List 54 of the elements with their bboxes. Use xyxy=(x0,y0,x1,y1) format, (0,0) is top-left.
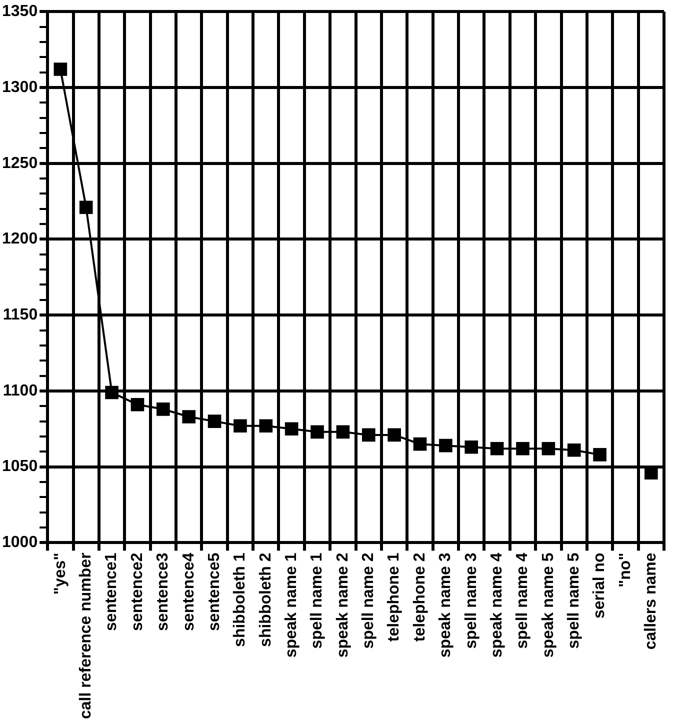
point xyxy=(259,419,273,433)
x-tick-label: sentence4 xyxy=(180,552,198,631)
point xyxy=(516,442,530,456)
x-tick-label: speak name 4 xyxy=(488,552,506,658)
y-tick-label: 1100 xyxy=(2,382,38,400)
y-tick-label: 1300 xyxy=(2,78,38,96)
point xyxy=(284,422,298,436)
point xyxy=(464,440,478,454)
point xyxy=(182,410,196,424)
point xyxy=(310,425,324,439)
x-tick-label: spell name 2 xyxy=(360,552,378,649)
x-tick-label: speak name 2 xyxy=(334,552,352,658)
x-tick-label: spell name 3 xyxy=(462,552,480,649)
x-tick-label: spell name 5 xyxy=(566,552,583,649)
x-tick-label: "yes" xyxy=(52,552,69,595)
y-tick-label: 1150 xyxy=(2,306,38,324)
x-tick-label: sentence1 xyxy=(103,552,120,631)
x-tick-label: serial no xyxy=(591,552,608,619)
y-tick-label: 1000 xyxy=(2,534,38,552)
x-tick-label: spell name 1 xyxy=(308,552,326,649)
x-tick-label: spell name 4 xyxy=(514,552,532,649)
point xyxy=(130,398,144,412)
x-tick-label: telephone 2 xyxy=(411,552,428,642)
y-tick-label: 1250 xyxy=(2,154,38,172)
x-tick-label: speak name 1 xyxy=(282,552,300,658)
point xyxy=(490,442,504,456)
x-tick-label: sentence3 xyxy=(154,552,172,631)
x-tick-label: sentence2 xyxy=(128,552,146,631)
x-tick-label: shibboleth 2 xyxy=(257,552,274,647)
point xyxy=(54,62,68,76)
point xyxy=(542,442,556,456)
x-tick-label: "no" xyxy=(616,552,634,588)
x-tick-label: speak name 5 xyxy=(540,552,557,658)
point xyxy=(413,437,427,451)
point xyxy=(388,428,401,442)
point xyxy=(567,443,581,457)
x-tick-label: shibboleth 1 xyxy=(232,552,249,647)
point xyxy=(234,419,247,433)
x-tick-label: call reference number xyxy=(78,552,95,719)
y-tick-label: 1050 xyxy=(2,458,38,476)
point xyxy=(439,438,452,452)
point xyxy=(208,414,222,428)
x-tick-label: callers name xyxy=(642,552,660,650)
point xyxy=(362,428,376,442)
point xyxy=(336,425,350,439)
x-tick-label: speak name 3 xyxy=(437,552,454,658)
x-tick-label: telephone 1 xyxy=(386,552,403,642)
y-tick-label: 1200 xyxy=(2,230,38,248)
y-tick-label: 1350 xyxy=(2,3,38,20)
point xyxy=(593,448,606,462)
point xyxy=(105,386,118,400)
point xyxy=(79,200,93,214)
point xyxy=(156,402,170,416)
x-tick-label: sentence5 xyxy=(206,552,223,631)
